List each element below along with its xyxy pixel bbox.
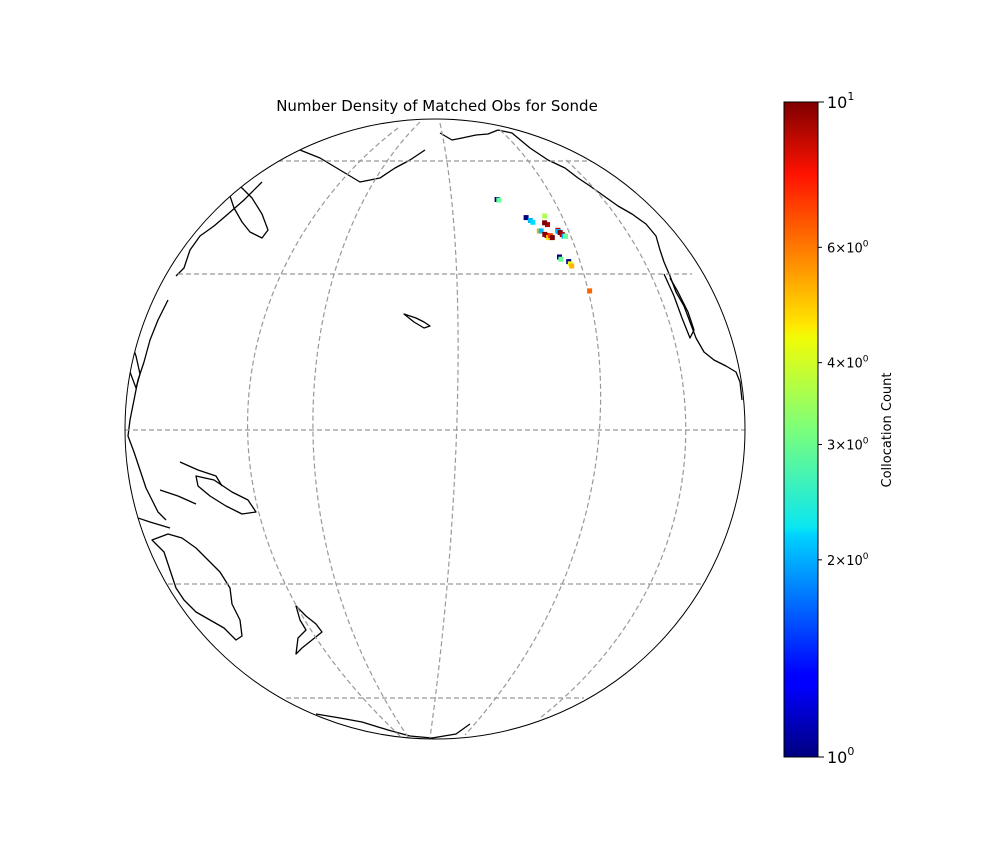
colorbar-tick-label-10: 101 bbox=[827, 90, 854, 112]
globe-outline bbox=[124, 118, 746, 740]
new-zealand-coastline bbox=[295, 605, 323, 655]
colorbar-tick-label-2: 2×100 bbox=[827, 552, 869, 569]
data-point-5 bbox=[530, 219, 536, 225]
globe-background bbox=[125, 119, 745, 739]
data-point-12 bbox=[549, 235, 555, 241]
colorbar-tick-label-6: 6×100 bbox=[827, 239, 869, 256]
graticule bbox=[125, 121, 745, 739]
colorbar-label: Collocation Count bbox=[880, 373, 895, 488]
australia-coastline bbox=[151, 533, 243, 641]
baja-california-coastline bbox=[663, 273, 695, 339]
data-point-3 bbox=[523, 215, 529, 221]
japan-coastline bbox=[229, 185, 269, 239]
data-point-13 bbox=[545, 222, 550, 228]
alaska-coastline bbox=[439, 129, 499, 141]
globe bbox=[124, 118, 746, 740]
data-point-23 bbox=[558, 256, 564, 262]
meridian-3 bbox=[429, 122, 459, 739]
data-point-15 bbox=[542, 213, 548, 219]
colorbar: 100 2×100 3×100 4×100 6×100 101 Collocation C… bbox=[783, 90, 895, 767]
data-point-21 bbox=[563, 233, 568, 239]
data-point-26 bbox=[569, 263, 575, 269]
meridian-1 bbox=[246, 127, 401, 737]
data-point-14 bbox=[542, 220, 548, 226]
data-point-2 bbox=[496, 197, 502, 203]
colorbar-gradient bbox=[783, 101, 819, 758]
antarctica-coastline bbox=[315, 713, 471, 739]
meridian-2 bbox=[312, 121, 421, 739]
data-point-7 bbox=[538, 228, 544, 234]
north-america-coastline bbox=[497, 129, 743, 401]
chart-title: Number Density of Matched Obs for Sonde bbox=[276, 97, 598, 115]
colorbar-tick-label-1: 100 bbox=[827, 745, 854, 767]
colorbar-ticks: 100 2×100 3×100 4×100 6×100 101 bbox=[818, 90, 869, 767]
hawaii-coastline bbox=[403, 313, 431, 329]
coastlines bbox=[127, 129, 743, 739]
meridian-5 bbox=[539, 159, 687, 719]
colorbar-tick-label-3: 3×100 bbox=[827, 436, 869, 453]
meridian-4 bbox=[464, 129, 602, 736]
data-point-27 bbox=[587, 288, 593, 294]
colorbar-tick-label-4: 4×100 bbox=[827, 355, 869, 372]
data-points bbox=[494, 197, 593, 294]
new-guinea-coastline bbox=[195, 475, 257, 515]
